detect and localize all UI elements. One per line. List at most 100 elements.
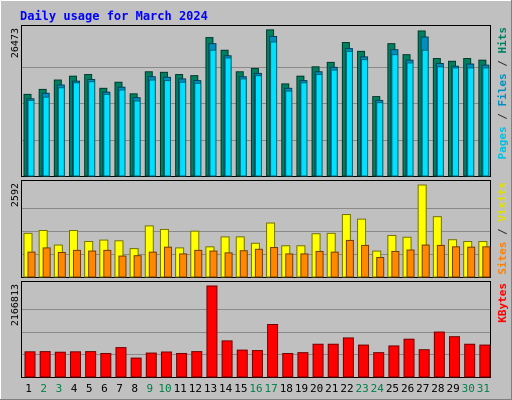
x-tick-label-day-2: 2: [40, 382, 47, 395]
bar-sites-day-15: [239, 250, 248, 278]
bar-pages-day-25: [391, 54, 399, 177]
legend-part-kbytes-0: KBytes: [496, 283, 509, 323]
bar-kbytes-day-2: [39, 351, 51, 378]
bar-kbytes-day-3: [54, 351, 66, 378]
bar-sites-day-24: [376, 256, 385, 278]
bar-pages-day-16: [254, 75, 262, 177]
bar-pages-day-8: [133, 100, 141, 177]
chart-title: Daily usage for March 2024: [20, 9, 208, 23]
bar-pages-day-23: [361, 59, 369, 177]
bar-sites-day-18: [285, 253, 294, 278]
bar-pages-day-2: [42, 96, 50, 177]
bar-sites-day-25: [391, 250, 400, 278]
max-value-label-hits: 26473: [10, 28, 21, 58]
bar-kbytes-day-18: [282, 352, 294, 378]
x-tick-label-day-18: 18: [280, 382, 293, 395]
x-tick-label-day-10: 10: [158, 382, 171, 395]
bar-sites-day-16: [254, 248, 263, 278]
x-tick-label-day-13: 13: [204, 382, 217, 395]
x-tick-label-day-30: 30: [462, 382, 475, 395]
bar-sites-day-10: [163, 246, 172, 278]
x-tick-label-day-27: 27: [416, 382, 429, 395]
bar-kbytes-day-16: [251, 350, 263, 378]
legend-part-hits-0: Pages: [496, 126, 509, 159]
panel-visits: 2592 Sites / Visits: [10, 180, 509, 278]
bar-kbytes-day-27: [418, 349, 430, 378]
bar-kbytes-day-4: [69, 351, 81, 378]
x-tick-label-day-6: 6: [101, 382, 108, 395]
bar-kbytes-day-26: [403, 338, 415, 378]
bar-kbytes-day-8: [130, 357, 142, 378]
bar-pages-day-4: [72, 82, 80, 177]
legend-visits: Sites / Visits: [496, 182, 509, 275]
bar-kbytes-day-22: [342, 337, 354, 378]
bar-sites-day-20: [315, 250, 324, 278]
bar-kbytes-day-13: [206, 285, 218, 378]
x-tick-label-day-24: 24: [371, 382, 385, 395]
bar-kbytes-day-11: [176, 352, 188, 378]
x-tick-label-day-4: 4: [71, 382, 78, 395]
bar-sites-day-13: [209, 250, 218, 278]
bar-sites-day-4: [72, 249, 81, 278]
chart-panels: 26473 Pages / Files / Hits 2592 Sites / Vis…: [10, 25, 509, 378]
bar-pages-day-7: [118, 89, 126, 177]
x-tick-label-day-16: 16: [249, 382, 262, 395]
x-tick-label-day-14: 14: [219, 382, 233, 395]
bar-kbytes-day-28: [433, 331, 445, 378]
x-tick-label-day-25: 25: [386, 382, 399, 395]
bar-sites-day-9: [148, 251, 157, 278]
bar-sites-day-1: [27, 251, 36, 278]
bar-sites-day-5: [88, 250, 97, 278]
bar-sites-day-14: [224, 252, 233, 278]
legend-part-hits-4: Hits: [496, 27, 509, 54]
x-tick-label-day-5: 5: [86, 382, 93, 395]
max-value-label-visits: 2592: [10, 183, 21, 207]
bar-kbytes-day-25: [388, 345, 400, 378]
bar-pages-day-24: [376, 102, 384, 177]
bar-pages-day-17: [270, 41, 278, 177]
bar-kbytes-day-23: [358, 344, 370, 378]
bar-kbytes-day-10: [160, 351, 172, 378]
bar-sites-day-11: [179, 253, 188, 278]
bar-kbytes-day-24: [373, 352, 385, 378]
bar-pages-day-29: [452, 67, 460, 177]
bar-sites-day-8: [133, 255, 142, 278]
legend-part-hits-2: Files: [496, 73, 509, 106]
legend-hits: Pages / Files / Hits: [496, 27, 509, 160]
panel-kbytes: 2166813 KBytes: [10, 281, 509, 378]
bar-pages-day-5: [88, 81, 96, 177]
bar-pages-day-18: [285, 90, 293, 177]
bar-kbytes-day-17: [267, 324, 279, 378]
bar-kbytes-day-5: [85, 351, 97, 378]
bar-kbytes-day-20: [312, 343, 324, 378]
x-axis-labels: 1 2 3 4 5 6 7 8 9 10 11 12 13 14 15 16 17 18 19 20 21 22 23 24 2…: [25, 382, 490, 395]
bar-kbytes-day-30: [464, 343, 476, 378]
x-tick-label-day-8: 8: [131, 382, 138, 395]
panel-hits: 26473 Pages / Files / Hits: [10, 25, 509, 177]
legend-part-hits-1: /: [496, 107, 509, 127]
x-tick-label-day-3: 3: [56, 382, 63, 395]
bar-pages-day-30: [467, 67, 475, 177]
bar-pages-day-27: [421, 49, 429, 177]
bar-sites-day-22: [345, 239, 354, 278]
x-tick-label-day-15: 15: [234, 382, 247, 395]
x-tick-label-day-29: 29: [446, 382, 459, 395]
x-tick-label-day-7: 7: [116, 382, 123, 395]
legend-part-visits-2: Visits: [496, 182, 509, 222]
bar-pages-day-3: [57, 87, 65, 177]
bar-pages-day-12: [194, 82, 202, 177]
legend-part-hits-3: /: [496, 54, 509, 74]
bar-sites-day-19: [300, 253, 309, 278]
x-tick-label-day-26: 26: [401, 382, 414, 395]
bar-pages-day-6: [103, 93, 111, 177]
x-tick-label-day-31: 31: [477, 382, 490, 395]
bar-sites-day-21: [330, 251, 339, 278]
bar-sites-day-6: [103, 249, 112, 278]
x-tick-label-day-1: 1: [25, 382, 32, 395]
bar-pages-day-11: [179, 81, 187, 177]
bar-kbytes-day-12: [191, 351, 203, 378]
bar-pages-day-9: [148, 79, 156, 177]
x-tick-label-day-19: 19: [295, 382, 308, 395]
bar-pages-day-10: [163, 80, 171, 177]
bar-sites-day-26: [406, 249, 415, 278]
